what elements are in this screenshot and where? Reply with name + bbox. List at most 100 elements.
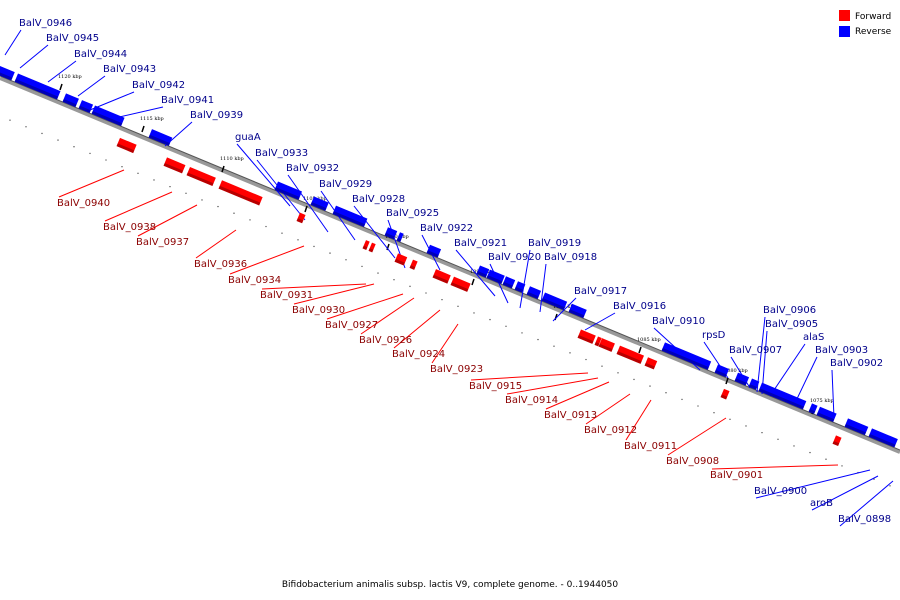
reverse-gene-feature[interactable]	[384, 227, 398, 240]
forward-gene-feature[interactable]	[598, 338, 615, 352]
gene-label[interactable]: BalV_0916	[613, 301, 666, 312]
reverse-gene-feature[interactable]	[274, 181, 303, 200]
gene-label[interactable]: BalV_0919	[528, 238, 581, 249]
reverse-gene-feature[interactable]	[502, 276, 516, 289]
forward-gene-feature[interactable]	[394, 253, 408, 266]
gene-label[interactable]: BalV_0917	[574, 286, 627, 297]
gene-label[interactable]: BalV_0937	[136, 237, 189, 248]
gene-label[interactable]: BalV_0932	[286, 163, 339, 174]
reverse-gene-feature[interactable]	[868, 428, 898, 448]
gene-label[interactable]: BalV_0941	[161, 95, 214, 106]
forward-gene-feature[interactable]	[832, 435, 842, 447]
gene-label[interactable]: guaA	[235, 132, 261, 143]
gene-label[interactable]: BalV_0944	[74, 49, 127, 60]
gene-label[interactable]: BalV_0910	[652, 316, 705, 327]
gene-label[interactable]: BalV_0920	[488, 252, 541, 263]
gene-label[interactable]: BalV_0930	[292, 305, 345, 316]
reverse-gene-feature[interactable]	[486, 269, 505, 285]
reverse-gene-feature[interactable]	[844, 418, 869, 436]
gene-label[interactable]: BalV_0946	[19, 18, 72, 29]
gene-label[interactable]: alaS	[803, 332, 824, 343]
reverse-gene-feature[interactable]	[332, 205, 368, 227]
gene-label[interactable]: BalV_0901	[710, 470, 763, 481]
label-leader-line	[755, 469, 871, 499]
gene-label[interactable]: BalV_0900	[754, 486, 807, 497]
gene-label[interactable]: BalV_0905	[765, 319, 818, 330]
reverse-gene-feature[interactable]	[526, 286, 542, 300]
reverse-gene-feature[interactable]	[426, 244, 442, 258]
reverse-gene-feature[interactable]	[62, 93, 79, 108]
gene-label[interactable]: BalV_0931	[260, 290, 313, 301]
gene-label[interactable]: BalV_0918	[544, 252, 597, 263]
gene-label[interactable]: BalV_0929	[319, 179, 372, 190]
forward-gene-feature[interactable]	[432, 269, 451, 284]
reverse-gene-feature[interactable]	[476, 265, 490, 278]
reverse-gene-feature[interactable]	[541, 292, 568, 310]
reverse-gene-feature[interactable]	[758, 382, 807, 410]
reverse-gene-feature[interactable]	[78, 100, 94, 113]
reverse-gene-feature[interactable]	[0, 66, 15, 81]
gene-label[interactable]: BalV_0927	[325, 320, 378, 331]
gene-label[interactable]: BalV_0939	[190, 110, 243, 121]
scale-dot	[217, 205, 219, 208]
gene-label[interactable]: aroB	[810, 498, 833, 509]
gene-label[interactable]: BalV_0914	[505, 395, 558, 406]
gene-label[interactable]: BalV_0923	[430, 364, 483, 375]
forward-gene-feature[interactable]	[296, 212, 306, 224]
gene-label[interactable]: rpsD	[702, 330, 726, 341]
gene-label[interactable]: BalV_0925	[386, 208, 439, 219]
forward-gene-feature[interactable]	[450, 276, 471, 292]
gene-label[interactable]: BalV_0908	[666, 456, 719, 467]
gene-label[interactable]: BalV_0945	[46, 33, 99, 44]
gene-label[interactable]: BalV_0934	[228, 275, 281, 286]
reverse-gene-feature[interactable]	[734, 372, 750, 386]
gene-label[interactable]: BalV_0906	[763, 305, 816, 316]
gene-label[interactable]: BalV_0907	[729, 345, 782, 356]
gene-label[interactable]: BalV_0924	[392, 349, 445, 360]
forward-gene-feature[interactable]	[644, 357, 658, 370]
scale-tick-label: 1080 kbp	[724, 368, 748, 374]
forward-gene-feature[interactable]	[186, 166, 216, 187]
gene-label[interactable]: BalV_0903	[815, 345, 868, 356]
gene-label[interactable]: BalV_0926	[359, 335, 412, 346]
reverse-gene-feature[interactable]	[568, 303, 587, 319]
gene-label[interactable]: BalV_0942	[132, 80, 185, 91]
reverse-gene-feature[interactable]	[661, 342, 712, 370]
gene-label[interactable]: BalV_0922	[420, 223, 473, 234]
forward-gene-feature[interactable]	[409, 259, 418, 270]
reverse-gene-feature[interactable]	[148, 129, 173, 146]
reverse-gene-feature[interactable]	[396, 232, 404, 243]
forward-gene-feature[interactable]	[577, 329, 596, 344]
gene-label[interactable]: BalV_0938	[103, 222, 156, 233]
reverse-gene-feature[interactable]	[91, 105, 125, 127]
forward-gene-feature[interactable]	[720, 388, 730, 400]
forward-gene-feature[interactable]	[594, 336, 602, 347]
forward-gene-feature[interactable]	[616, 345, 645, 364]
gene-label[interactable]: BalV_0943	[103, 64, 156, 75]
gene-label[interactable]: BalV_0921	[454, 238, 507, 249]
gene-label[interactable]: BalV_0915	[469, 381, 522, 392]
reverse-gene-feature[interactable]	[14, 73, 61, 100]
forward-gene-feature[interactable]	[368, 242, 376, 253]
reverse-gene-feature[interactable]	[514, 281, 526, 293]
gene-label[interactable]: BalV_0912	[584, 425, 637, 436]
forward-gene-feature[interactable]	[116, 137, 137, 154]
gene-label[interactable]: BalV_0933	[255, 148, 308, 159]
gene-label[interactable]: BalV_0911	[624, 441, 677, 452]
reverse-gene-feature[interactable]	[808, 403, 818, 415]
reverse-gene-feature[interactable]	[714, 364, 730, 378]
forward-gene-feature[interactable]	[362, 240, 370, 250]
forward-gene-feature[interactable]	[218, 180, 263, 206]
forward-gene-feature[interactable]	[163, 157, 186, 174]
gene-box-shadow	[661, 347, 709, 370]
gene-label[interactable]: BalV_0940	[57, 198, 110, 209]
gene-label[interactable]: BalV_0902	[830, 358, 883, 369]
reverse-gene-feature[interactable]	[748, 378, 760, 390]
gene-label[interactable]: BalV_0913	[544, 410, 597, 421]
gene-label[interactable]: BalV_0898	[838, 514, 891, 525]
reverse-gene-feature[interactable]	[310, 196, 329, 211]
scale-dot	[25, 126, 27, 128]
reverse-gene-feature[interactable]	[816, 406, 837, 422]
gene-label[interactable]: BalV_0928	[352, 194, 405, 205]
gene-label[interactable]: BalV_0936	[194, 259, 247, 270]
